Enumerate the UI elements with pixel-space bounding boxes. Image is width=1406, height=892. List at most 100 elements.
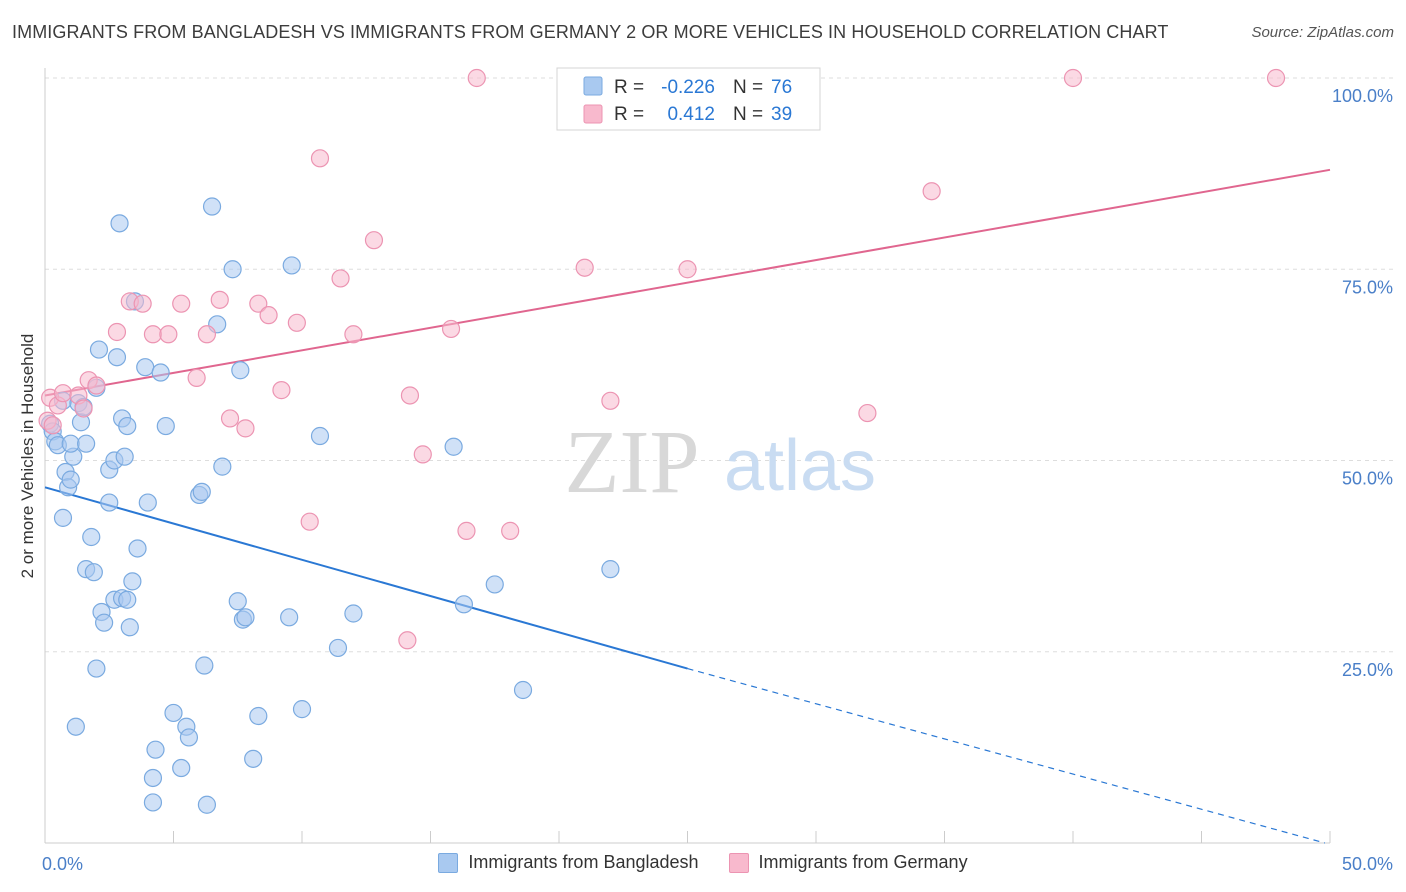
y-axis-title: 2 or more Vehicles in Household xyxy=(18,333,37,579)
watermark-zip: ZIP xyxy=(565,413,700,512)
point-bangladesh xyxy=(164,703,183,723)
axes xyxy=(44,68,1331,844)
y-tick-label: 25.0% xyxy=(1342,660,1393,680)
legend-r-value-1: -0.226 xyxy=(661,77,715,98)
point-bangladesh xyxy=(100,493,119,512)
point-germany xyxy=(310,149,330,168)
point-germany xyxy=(107,322,127,342)
point-germany xyxy=(272,381,291,400)
legend-n-value-2: 39 xyxy=(771,104,792,125)
point-bangladesh xyxy=(143,793,163,812)
point-germany xyxy=(467,68,486,88)
source-label: Source: ZipAtlas.com xyxy=(1251,24,1394,41)
point-bangladesh xyxy=(77,434,96,453)
point-bangladesh xyxy=(95,613,114,632)
point-bangladesh xyxy=(280,608,299,627)
legend-label-bangladesh: Immigrants from Bangladesh xyxy=(468,852,699,872)
point-germany xyxy=(678,260,697,279)
point-germany xyxy=(143,325,163,344)
point-germany xyxy=(74,399,93,418)
x-tick-label: 50.0% xyxy=(1342,854,1393,874)
point-bangladesh xyxy=(107,348,127,367)
point-germany xyxy=(501,521,520,540)
point-germany xyxy=(601,391,620,410)
point-germany xyxy=(43,416,62,435)
legend-n-label-2: N = xyxy=(733,104,763,125)
point-germany xyxy=(922,182,941,201)
legend-r-label-1: R = xyxy=(614,77,644,98)
point-bangladesh xyxy=(136,358,155,377)
point-germany xyxy=(220,409,240,428)
point-bangladesh xyxy=(118,590,137,609)
point-bangladesh xyxy=(156,416,175,436)
point-bangladesh xyxy=(282,256,301,275)
point-bangladesh xyxy=(138,493,157,512)
point-bangladesh xyxy=(84,563,103,582)
point-bangladesh xyxy=(601,560,620,579)
point-bangladesh xyxy=(292,700,312,719)
trend-lines xyxy=(44,168,1331,844)
point-germany xyxy=(398,631,417,650)
point-bangladesh xyxy=(249,706,268,726)
point-bangladesh xyxy=(110,214,129,233)
y-tick-label: 75.0% xyxy=(1342,277,1393,297)
legend-swatch-bangladesh-bottom xyxy=(438,852,459,873)
point-germany xyxy=(172,294,191,313)
point-bangladesh xyxy=(513,680,533,700)
watermark: ZIP atlas xyxy=(565,413,877,512)
point-bangladesh xyxy=(310,426,330,446)
point-bangladesh xyxy=(228,592,247,611)
legend-swatch-germany xyxy=(583,104,603,124)
point-bangladesh xyxy=(231,361,250,380)
point-germany xyxy=(53,384,73,403)
point-germany xyxy=(413,445,432,464)
point-germany xyxy=(364,231,384,250)
point-germany xyxy=(236,419,255,438)
point-germany xyxy=(300,512,319,531)
point-bangladesh xyxy=(202,197,222,216)
point-bangladesh xyxy=(236,608,255,627)
point-germany xyxy=(249,294,268,313)
point-bangladesh xyxy=(454,595,474,614)
point-bangladesh xyxy=(344,604,363,623)
trend-line-bangladesh xyxy=(44,486,688,670)
point-bangladesh xyxy=(223,260,242,279)
point-germany xyxy=(344,325,363,344)
legend-r-value-2: 0.412 xyxy=(667,104,715,125)
point-bangladesh xyxy=(195,656,214,675)
point-bangladesh xyxy=(61,434,80,453)
point-germany xyxy=(575,258,594,277)
point-germany xyxy=(133,294,152,313)
point-bangladesh xyxy=(328,638,348,658)
point-bangladesh xyxy=(244,749,263,768)
legend-n-value-1: 76 xyxy=(771,77,792,98)
legend-item-germany: Immigrants from Germany xyxy=(728,852,968,873)
point-bangladesh xyxy=(143,768,163,788)
legend-bottom: Immigrants from Bangladesh Immigrants fr… xyxy=(0,852,1406,873)
legend-swatch-germany-bottom xyxy=(728,852,749,873)
trend-line-dashed-bangladesh xyxy=(687,668,1326,844)
tick-labels: 25.0% 50.0% 75.0% 100.0% 0.0% 50.0% xyxy=(42,86,1393,874)
point-germany xyxy=(187,368,206,387)
point-bangladesh xyxy=(123,572,142,591)
point-germany xyxy=(1266,68,1286,88)
point-bangladesh xyxy=(146,740,165,759)
legend-r-label-2: R = xyxy=(614,104,644,125)
point-bangladesh xyxy=(66,717,85,736)
point-bangladesh xyxy=(179,728,199,747)
point-germany xyxy=(259,306,278,325)
point-germany xyxy=(210,290,229,309)
point-germany xyxy=(331,269,350,288)
point-bangladesh xyxy=(213,457,232,476)
point-bangladesh xyxy=(53,508,73,527)
point-bangladesh xyxy=(87,659,106,678)
legend-top: R = -0.226 N = 76 R = 0.412 N = 39 xyxy=(556,67,821,131)
point-bangladesh xyxy=(61,470,80,489)
point-bangladesh xyxy=(120,618,139,637)
point-germany xyxy=(441,319,461,339)
x-tick-label: 0.0% xyxy=(42,854,83,874)
legend-swatch-bangladesh xyxy=(583,76,603,96)
y-tick-label: 50.0% xyxy=(1342,469,1393,489)
point-germany xyxy=(197,325,217,344)
legend-n-label-1: N = xyxy=(733,77,763,98)
